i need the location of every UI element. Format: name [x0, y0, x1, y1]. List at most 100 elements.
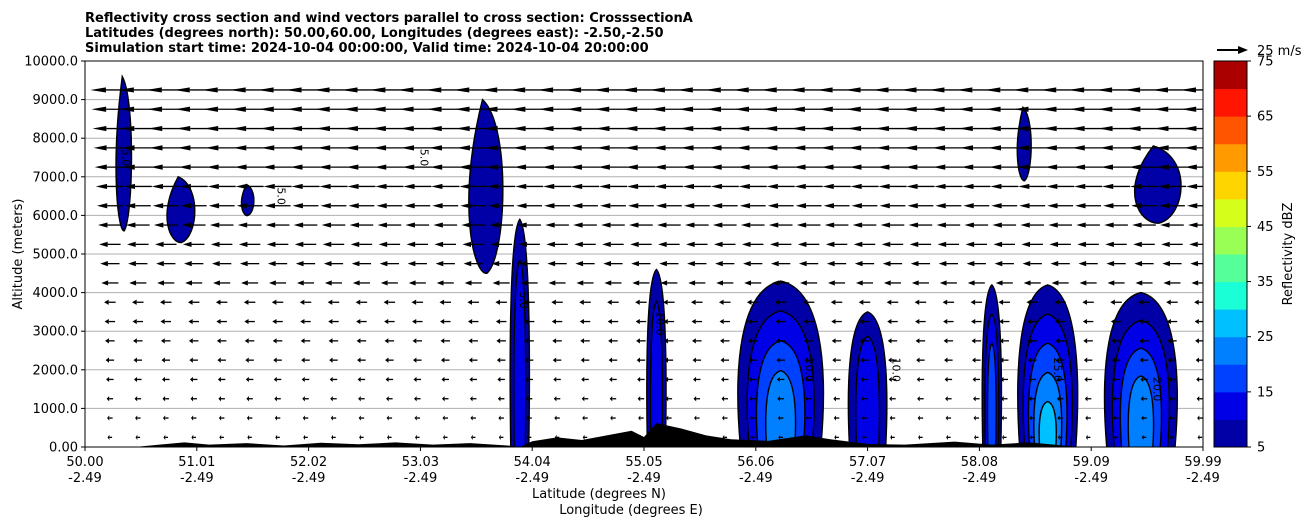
wind-vector	[1166, 299, 1178, 305]
wind-vector	[966, 261, 986, 267]
contour-labels: 5.05.05.05.010.020.010.025.020.025.020.0	[119, 149, 1163, 402]
wind-vector	[629, 222, 653, 228]
wind-vector	[971, 318, 982, 325]
wind-vector	[107, 434, 113, 440]
terrain	[85, 423, 1203, 447]
wind-vector	[747, 318, 758, 325]
wind-vector	[882, 261, 903, 267]
y-axis-label: Altitude (meters)	[11, 199, 26, 310]
wind-vector	[991, 203, 1018, 209]
terrain-profile	[85, 423, 1203, 447]
contour-label: 5.0	[275, 187, 288, 205]
wind-vector	[413, 376, 422, 383]
wind-vector	[302, 396, 309, 402]
wind-vector	[972, 376, 981, 383]
wind-vector	[905, 164, 936, 170]
wind-vector	[317, 145, 350, 151]
wind-vector	[937, 241, 960, 247]
x-tick-label-lat: 54.04	[514, 455, 551, 470]
wind-vector	[854, 261, 875, 267]
wind-vector	[492, 280, 510, 286]
wind-vector	[294, 241, 317, 247]
colorbar-frame	[1213, 60, 1248, 448]
wind-vector	[987, 145, 1021, 151]
wind-vector	[935, 203, 962, 209]
wind-vector	[1022, 261, 1042, 267]
colorbar-band	[1214, 61, 1247, 90]
wind-vector	[1028, 396, 1036, 402]
wind-vector	[1048, 222, 1072, 228]
wind-vector	[525, 376, 533, 383]
wind-vector	[464, 280, 482, 286]
wind-vector	[932, 145, 965, 151]
wind-vector	[295, 261, 316, 267]
wind-vector	[719, 338, 730, 344]
wind-vector	[776, 357, 785, 363]
wind-vector	[404, 203, 431, 209]
wind-vector	[512, 145, 546, 151]
wind-vector	[933, 164, 964, 170]
wind-vector	[833, 415, 840, 421]
wind-vector	[803, 318, 814, 325]
wind-vector	[496, 357, 506, 363]
x-tick-label-lon: -2.49	[404, 471, 438, 486]
wind-vector	[859, 338, 870, 344]
wind-vector	[133, 338, 143, 344]
y-tick-label: 0.00	[49, 441, 78, 456]
wind-vector	[638, 415, 644, 421]
wind-vector	[855, 280, 874, 286]
wind-vector	[608, 338, 618, 344]
wind-vector	[541, 164, 573, 170]
wind-vector	[1057, 415, 1063, 421]
storm-cell	[1133, 145, 1182, 224]
wind-vector	[1184, 164, 1203, 170]
wind-vector	[609, 376, 617, 383]
wind-vector	[1057, 434, 1063, 440]
wind-vector	[720, 357, 729, 363]
wind-vector	[439, 299, 451, 305]
wind-vector	[515, 183, 544, 190]
y-tick-label: 3000.0	[33, 325, 79, 340]
wind-vector	[660, 280, 678, 286]
wind-vector	[1104, 222, 1128, 228]
wind-vector	[218, 396, 225, 402]
wind-vector	[133, 357, 143, 363]
wind-vector	[599, 203, 626, 209]
x-tick-label-lat: 58.08	[961, 455, 998, 470]
wind-vector	[411, 299, 424, 305]
wind-vector	[157, 280, 175, 286]
wind-vector	[1083, 357, 1093, 363]
chart-title-line-1: Reflectivity cross section and wind vect…	[85, 11, 693, 26]
wind-vector	[881, 241, 904, 247]
wind-vector	[886, 299, 899, 305]
wind-vector	[608, 357, 618, 363]
wind-vector	[434, 241, 456, 247]
wind-vector	[1026, 299, 1038, 305]
wind-vector	[686, 241, 708, 247]
wind-vector	[719, 318, 730, 325]
wind-vector	[1075, 203, 1102, 209]
wind-vector	[132, 299, 144, 305]
wind-vector	[1074, 183, 1103, 190]
wind-vector	[523, 318, 535, 325]
wind-vector	[177, 145, 210, 151]
wind-vector	[692, 338, 702, 344]
wind-vector	[151, 183, 180, 190]
wind-vector	[904, 145, 937, 151]
wind-vector	[627, 203, 654, 209]
wind-vector	[346, 164, 377, 170]
wind-vector	[356, 338, 367, 344]
colorbar-tick-label: 15	[1257, 385, 1274, 400]
wind-vector	[1140, 396, 1148, 402]
x-tick-label-lon: -2.49	[739, 471, 773, 486]
wind-vector	[1113, 434, 1119, 440]
wind-vector	[442, 434, 448, 440]
wind-vector	[604, 280, 622, 286]
wind-vector	[692, 357, 702, 363]
wind-vector	[602, 241, 624, 247]
wind-vector	[576, 280, 594, 286]
wind-vector	[247, 434, 252, 440]
colorbar-tick-label: 5	[1257, 441, 1265, 456]
wind-vector	[488, 203, 515, 209]
wind-vector	[1079, 280, 1097, 286]
